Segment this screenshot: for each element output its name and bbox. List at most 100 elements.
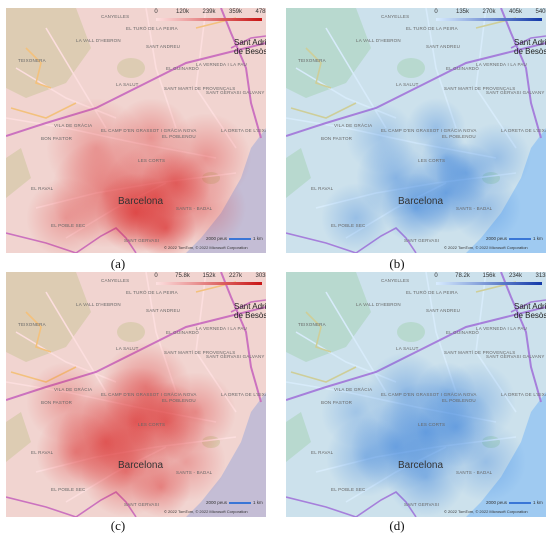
scale-label-km: 1 km — [253, 236, 263, 241]
legend-gradient-bar — [156, 18, 262, 21]
city-label: Barcelona — [398, 196, 444, 207]
legend-tick-label: 303k — [255, 273, 266, 279]
panel-caption-a: (a) — [110, 256, 126, 271]
district-label: SANT ANDREU — [146, 308, 181, 313]
sea-area — [186, 392, 266, 517]
district-label: LA VERNEDA I LA PAU — [196, 62, 247, 67]
color-legend: 0 75.8k 152k 227k 303k — [154, 273, 266, 287]
district-label: EL POBLE SEC — [51, 487, 86, 492]
color-legend: 0 78.2k 156k 234k 313k — [434, 273, 546, 287]
district-label: SANT MARTÍ DE PROVENÇALS — [164, 350, 236, 355]
district-label: EL RAVAL — [31, 450, 54, 455]
panel-caption-d: (d) — [389, 518, 405, 533]
district-label: LA DRETA DE L'EIXAMPLE — [501, 392, 546, 397]
district-label: LES CORTS — [138, 158, 166, 163]
district-label: EL TURÓ DE LA PEIRA — [406, 290, 458, 295]
district-label: VILA DE GRÀCIA — [334, 123, 373, 128]
district-label: EL CAMP D'EN GRASSOT I GRÀCIA NOVA — [101, 392, 197, 397]
legend-gradient-bar — [436, 282, 542, 285]
density-blob — [111, 98, 191, 178]
legend-tick-label: 0 — [434, 9, 438, 15]
district-label: EL POBLE SEC — [51, 223, 86, 228]
district-label: LA VERNEDA I LA PAU — [196, 326, 247, 331]
district-label: VILA DE GRÀCIA — [334, 387, 373, 392]
district-label: SANTS - BADAL — [176, 470, 213, 475]
city-label: Barcelona — [118, 196, 164, 207]
heatmap-panel-b: CANYELLES EL TURÓ DE LA PEIRA LA VALL D'HE… — [286, 8, 546, 253]
district-label: LA VERNEDA I LA PAU — [476, 62, 527, 67]
scale-label-feet: 2000 peus — [206, 236, 228, 241]
legend-tick-label: 120k — [175, 9, 190, 15]
density-blob — [451, 173, 521, 243]
scale-bar: 2000 peus 1 km — [486, 236, 543, 241]
sea-area — [466, 392, 546, 517]
density-blob — [346, 103, 416, 173]
district-label: LA VALL D'HEBRON — [356, 302, 401, 307]
district-label: SANTS - BADAL — [456, 470, 493, 475]
basemap — [286, 272, 546, 517]
color-legend: 0 135k 270k 405k 540k — [434, 9, 546, 23]
map-credit: © 2022 TomTom, © 2022 Microsoft Corporat… — [164, 509, 248, 514]
district-label: CANYELLES — [101, 14, 130, 19]
scale-label-feet: 2000 peus — [486, 500, 508, 505]
district-label: VILA DE GRÀCIA — [54, 387, 93, 392]
district-label: SANT MARTÍ DE PROVENÇALS — [444, 350, 516, 355]
basemap — [6, 8, 266, 253]
district-label: LA DRETA DE L'EIXAMPLE — [221, 392, 266, 397]
district-label: LES CORTS — [418, 158, 446, 163]
density-blob — [386, 437, 466, 517]
scale-label-km: 1 km — [253, 500, 263, 505]
basemap — [286, 8, 546, 253]
scale-line — [229, 501, 252, 504]
density-heat-layer — [26, 98, 251, 253]
map-credit: © 2022 TomTom, © 2022 Microsoft Corporat… — [444, 509, 528, 514]
district-label: LA SALUT — [116, 82, 139, 87]
density-blob — [421, 133, 471, 183]
district-label: EL TURÓ DE LA PEIRA — [126, 26, 178, 31]
legend-tick-label: 152k — [202, 273, 216, 279]
sea-area — [186, 128, 266, 253]
color-legend: 0 120k 239k 359k 478k — [154, 9, 266, 23]
district-label: SANT GERVASI — [404, 502, 440, 507]
density-blob — [416, 362, 476, 422]
density-heat-layer — [321, 98, 531, 253]
district-label: SANT GERVASI — [124, 238, 160, 243]
district-label: EL CAMP D'EN GRASSOT I GRÀCIA NOVA — [101, 128, 197, 133]
district-label: SANT ANDREU — [426, 44, 461, 49]
scale-label-km: 1 km — [533, 500, 543, 505]
density-blob — [131, 457, 191, 517]
city-label: Barcelona — [398, 460, 444, 471]
district-label: TEIXONERA — [18, 58, 46, 63]
city-label: Barcelona — [118, 460, 164, 471]
legend-tick-label: 78.2k — [455, 273, 470, 279]
district-label: EL POBLENOU — [162, 398, 196, 403]
district-label: EL RAVAL — [311, 450, 334, 455]
ronda-highway — [286, 42, 546, 137]
district-label: SANT GERVASI GALVANY — [486, 354, 545, 359]
density-blob — [136, 198, 196, 253]
district-label: BON PASTOR — [321, 400, 353, 405]
district-label: TEIXONERA — [298, 322, 326, 327]
district-label: LA SALUT — [116, 346, 139, 351]
district-label: LA VALL D'HEBRON — [356, 38, 401, 43]
scale-label-km: 1 km — [533, 236, 543, 241]
ronda-highway — [6, 42, 266, 137]
district-label: SANT GERVASI GALVANY — [206, 354, 265, 359]
district-label: TEIXONERA — [18, 322, 46, 327]
district-label: EL POBLENOU — [162, 134, 196, 139]
scale-bar: 2000 peus 1 km — [206, 236, 263, 241]
legend-tick-label: 227k — [228, 273, 243, 279]
sant-adria-line: Sant Adri — [514, 302, 546, 311]
legend-tick-label: 135k — [455, 9, 470, 15]
district-label: LA SALUT — [396, 346, 419, 351]
legend-tick-label: 0 — [154, 273, 158, 279]
density-blob — [26, 178, 106, 253]
sea-area — [466, 128, 546, 253]
legend-tick-label: 270k — [482, 9, 496, 15]
district-label: CANYELLES — [381, 278, 410, 283]
legend-tick-label: 75.8k — [175, 273, 190, 279]
district-label: SANT GERVASI — [404, 238, 440, 243]
district-label: VILA DE GRÀCIA — [54, 123, 93, 128]
district-label: EL TURÓ DE LA PEIRA — [406, 26, 458, 31]
district-label: SANT ANDREU — [426, 308, 461, 313]
